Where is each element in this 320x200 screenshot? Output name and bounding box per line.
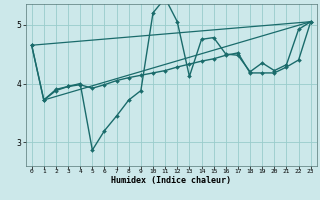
X-axis label: Humidex (Indice chaleur): Humidex (Indice chaleur) [111,176,231,185]
